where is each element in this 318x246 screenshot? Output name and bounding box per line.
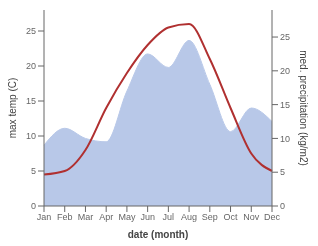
svg-text:Sep: Sep bbox=[202, 212, 218, 222]
svg-text:20: 20 bbox=[280, 66, 290, 76]
svg-text:med. precipitation (kg/m2): med. precipitation (kg/m2) bbox=[298, 50, 309, 166]
svg-text:Jun: Jun bbox=[140, 212, 155, 222]
svg-text:0: 0 bbox=[280, 201, 285, 211]
svg-text:max temp (C): max temp (C) bbox=[8, 78, 18, 139]
svg-text:Mar: Mar bbox=[78, 212, 94, 222]
svg-text:0: 0 bbox=[31, 201, 36, 211]
svg-text:15: 15 bbox=[26, 96, 36, 106]
svg-text:Apr: Apr bbox=[99, 212, 113, 222]
svg-text:Jan: Jan bbox=[37, 212, 52, 222]
svg-text:25: 25 bbox=[26, 26, 36, 36]
svg-text:Nov: Nov bbox=[243, 212, 260, 222]
svg-text:date (month): date (month) bbox=[128, 229, 189, 240]
svg-text:Aug: Aug bbox=[181, 212, 197, 222]
svg-text:5: 5 bbox=[31, 166, 36, 176]
svg-text:Feb: Feb bbox=[57, 212, 73, 222]
svg-text:15: 15 bbox=[280, 100, 290, 110]
svg-text:Dec: Dec bbox=[264, 212, 281, 222]
svg-text:20: 20 bbox=[26, 61, 36, 71]
svg-text:10: 10 bbox=[26, 131, 36, 141]
svg-text:25: 25 bbox=[280, 32, 290, 42]
svg-text:5: 5 bbox=[280, 167, 285, 177]
svg-text:May: May bbox=[118, 212, 136, 222]
svg-text:10: 10 bbox=[280, 134, 290, 144]
svg-text:Jul: Jul bbox=[163, 212, 175, 222]
svg-text:Oct: Oct bbox=[224, 212, 239, 222]
